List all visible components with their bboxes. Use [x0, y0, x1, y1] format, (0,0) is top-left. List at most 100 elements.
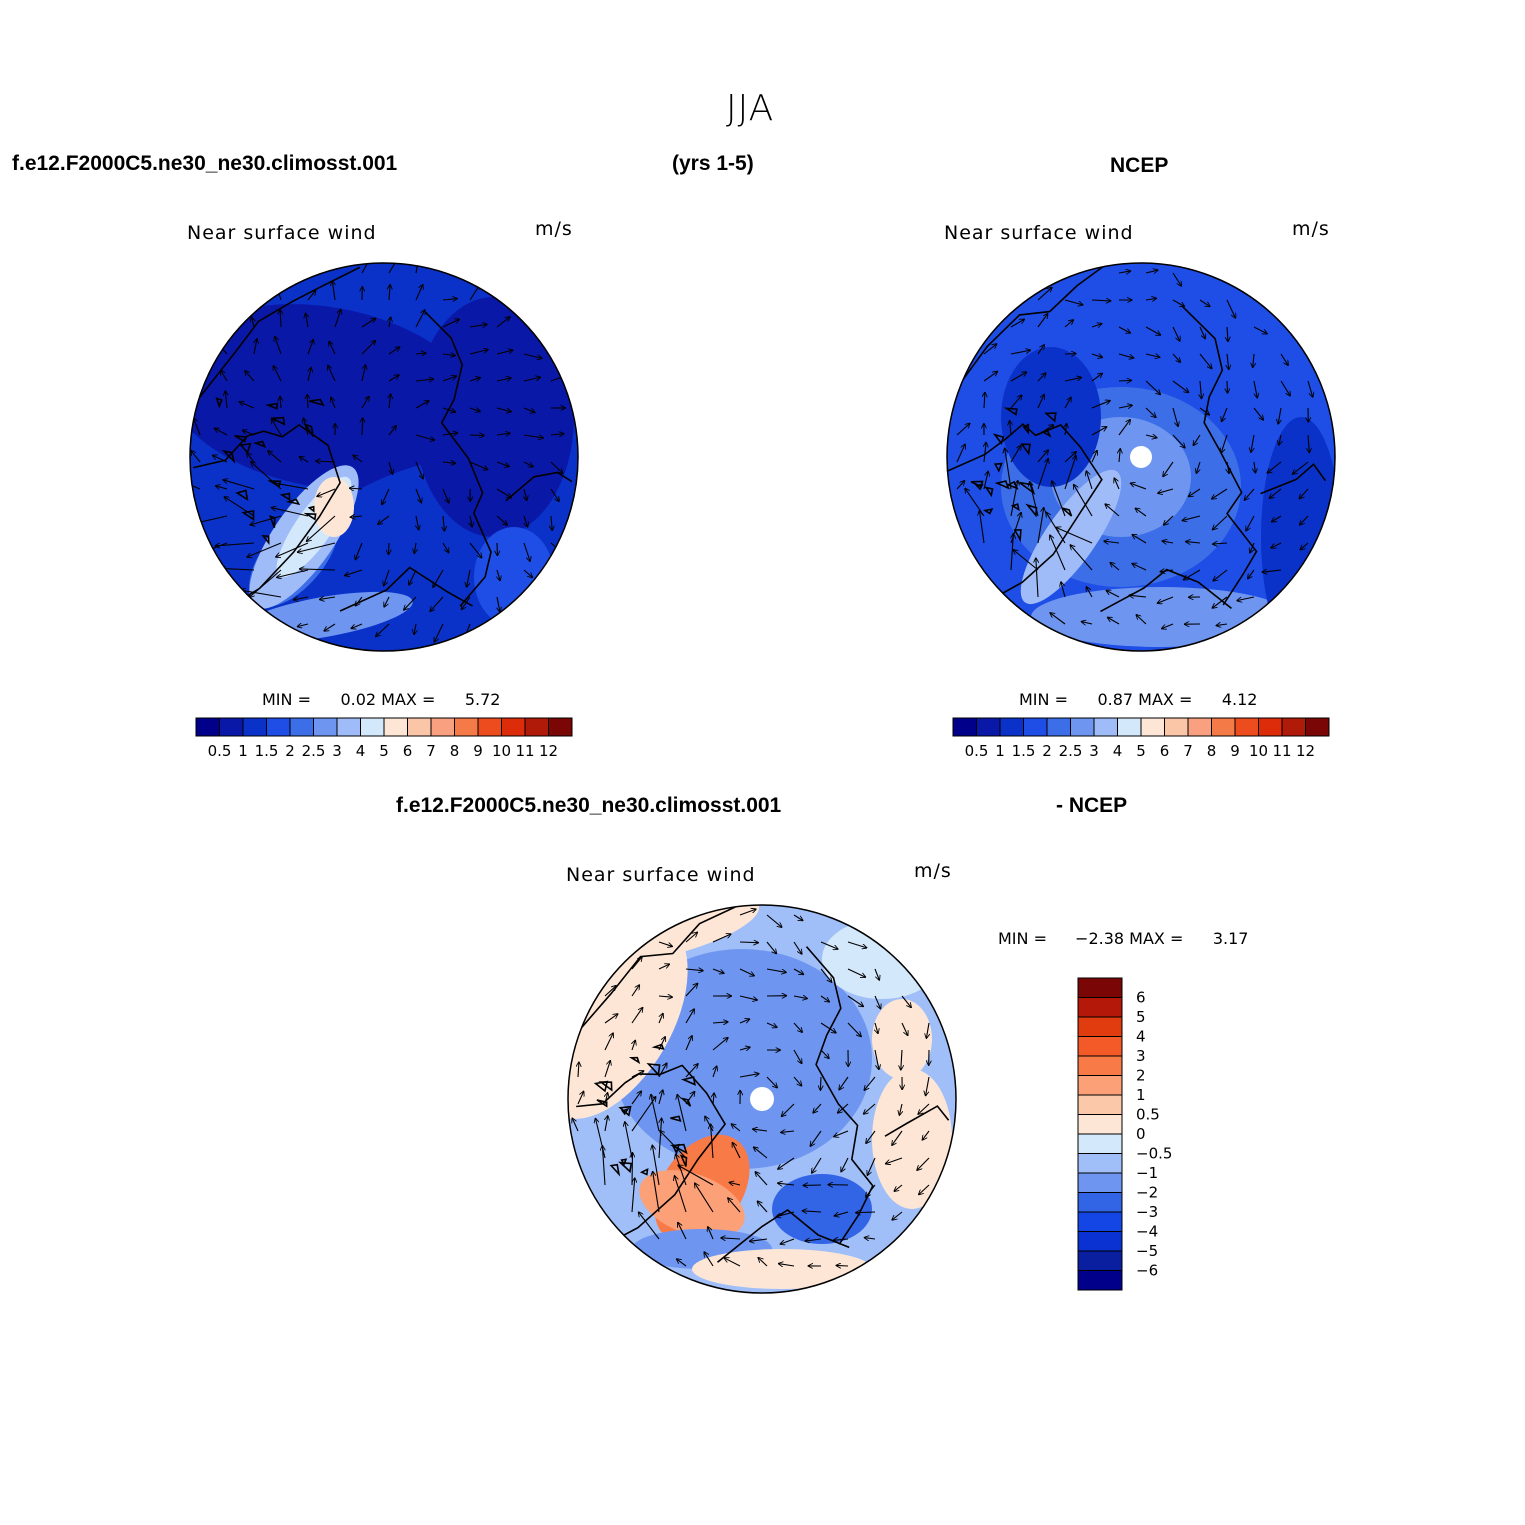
colorbar-tick-label: 5: [1136, 1008, 1146, 1026]
wind-arrow: [271, 508, 309, 517]
wind-arrow: [470, 515, 472, 527]
colorbar-swatch: [360, 717, 385, 737]
colorbar-tick-label: 3: [1136, 1047, 1146, 1065]
colorbar-swatch: [1140, 717, 1165, 737]
wind-arrow: [739, 1047, 750, 1050]
wind-arrow: [225, 391, 227, 409]
wind-arrow: [1253, 353, 1254, 368]
colorbar-swatch: [1281, 717, 1306, 737]
colorbar-tick-label: 6: [1160, 742, 1170, 760]
wind-arrow: [1037, 425, 1054, 436]
wind-arrow: [224, 497, 255, 517]
coastline: [339, 566, 473, 612]
colorbar-tick-label: 7: [426, 742, 436, 760]
wind-arrow: [442, 407, 456, 412]
wind-arrow: [674, 1176, 687, 1213]
wind-arrow: [242, 430, 255, 436]
colorbar-swatch: [548, 717, 573, 737]
island: [1010, 503, 1020, 512]
colorbar-obs: 0.5 1 1.5 2 2.5 3 4 5 6 7 8 9 10 11 12: [952, 717, 1330, 760]
wind-arrow: [1182, 515, 1201, 521]
colorbar-swatch: [383, 717, 408, 737]
wind-arrow: [739, 968, 754, 976]
wind-arrow: [1037, 287, 1052, 301]
wind-arrow: [461, 596, 471, 610]
wind-arrow: [813, 1103, 822, 1113]
min-value: 0.87: [1097, 690, 1134, 709]
wind-arrow: [388, 461, 393, 474]
wind-arrow: [1136, 615, 1147, 625]
wind-arrow: [361, 341, 376, 355]
island: [1040, 429, 1052, 438]
wind-arrow: [1280, 380, 1290, 396]
wind-arrow: [1107, 617, 1120, 625]
wind-arrow: [376, 623, 390, 637]
wind-arrow: [1300, 515, 1309, 525]
wind-arrow: [757, 1201, 768, 1213]
colorbar-swatch: [1234, 717, 1259, 737]
wind-arrow: [415, 310, 425, 328]
wind-arrow: [653, 1171, 660, 1213]
pole-hole: [750, 1087, 774, 1111]
wind-arrow: [1118, 271, 1131, 273]
wind-arrow: [1056, 527, 1093, 544]
wind-arrow: [631, 1007, 643, 1024]
wind-arrow: [660, 1131, 687, 1159]
wind-arrow: [1091, 373, 1102, 382]
wind-arrow: [280, 396, 281, 409]
island: [269, 416, 286, 426]
wind-arrow: [1158, 488, 1174, 493]
wind-arrow: [820, 1022, 836, 1033]
colorbar-swatch: [313, 717, 338, 737]
wind-arrow: [874, 968, 879, 980]
colorbar-swatch: [1164, 717, 1189, 737]
contour-patch: [692, 1249, 872, 1289]
wind-arrow: [361, 365, 366, 382]
wind-arrow: [303, 418, 309, 436]
wind-arrow: [1251, 434, 1255, 452]
wind-arrow: [1269, 488, 1282, 498]
wind-arrow: [388, 542, 389, 554]
wind-arrow: [1248, 569, 1255, 579]
wind-arrow: [1292, 461, 1309, 474]
wind-arrow: [758, 1258, 768, 1267]
island: [596, 1099, 608, 1108]
wind-arrow: [739, 995, 757, 1000]
wind-arrow: [1037, 373, 1046, 382]
wind-arrow: [901, 1049, 902, 1070]
wind-arrow: [838, 1103, 849, 1113]
wind-arrow: [355, 596, 363, 606]
wind-arrow: [820, 1076, 821, 1090]
wind-arrow: [353, 455, 363, 463]
wind-arrow: [384, 596, 390, 607]
wind-arrow: [1010, 421, 1011, 436]
island: [268, 515, 276, 529]
wind-arrow: [1037, 394, 1044, 409]
wind-arrow: [984, 392, 985, 409]
island: [1044, 412, 1057, 423]
colorbar-swatch: [1305, 717, 1330, 737]
wind-arrow: [631, 957, 642, 970]
wind-arrow: [1086, 587, 1093, 598]
wind-arrow: [434, 623, 444, 642]
colorbar-swatch: [524, 717, 549, 737]
wind-arrow: [1172, 407, 1178, 426]
wind-arrow: [1300, 542, 1309, 550]
wind-arrow: [316, 461, 336, 462]
colorbar-swatch: [1023, 717, 1048, 737]
colorbar-tick-label: 12: [539, 742, 558, 760]
wind-arrow: [847, 1022, 861, 1037]
colorbar-swatch: [1077, 1133, 1123, 1154]
wind-arrow: [1237, 596, 1255, 601]
wind-arrow: [638, 1212, 660, 1240]
island: [285, 498, 301, 506]
wind-arrow: [956, 481, 965, 490]
panel-model-stats: MIN = 0.02 MAX = 5.72: [262, 690, 500, 709]
wind-arrow: [1199, 299, 1210, 307]
wind-arrow: [469, 461, 488, 470]
wind-arrow: [1013, 550, 1039, 571]
wind-arrow: [847, 941, 867, 948]
wind-arrow: [901, 995, 911, 1008]
map-difference: [567, 904, 957, 1294]
wind-arrow: [280, 310, 281, 328]
